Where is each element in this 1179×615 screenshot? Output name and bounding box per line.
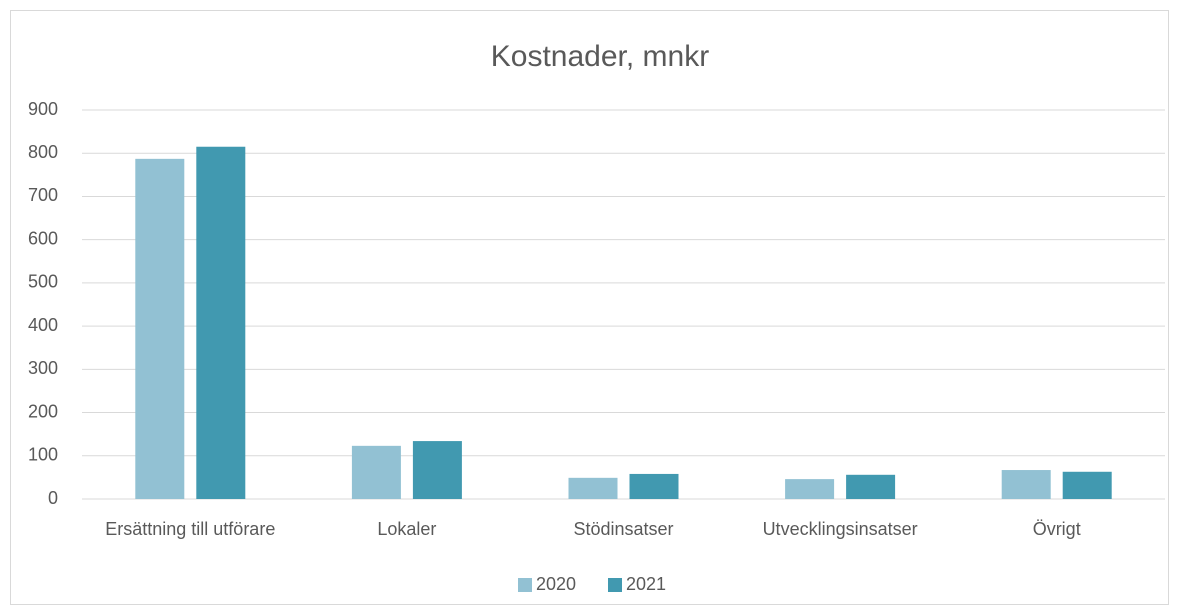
bar xyxy=(629,473,679,499)
legend-label: 2020 xyxy=(536,574,576,594)
legend-label: 2021 xyxy=(626,574,666,594)
bar xyxy=(351,445,401,499)
y-tick-label: 100 xyxy=(28,445,58,465)
bar xyxy=(785,479,835,499)
x-tick-label: Stödinsatser xyxy=(573,519,673,539)
y-tick-label: 0 xyxy=(48,488,58,508)
bar xyxy=(1062,471,1112,499)
bar xyxy=(412,441,462,499)
bar xyxy=(1001,470,1051,499)
bar xyxy=(846,474,896,499)
legend-swatch xyxy=(608,578,622,592)
legend-swatch xyxy=(518,578,532,592)
y-tick-label: 800 xyxy=(28,142,58,162)
y-tick-label: 400 xyxy=(28,315,58,335)
x-tick-label: Ersättning till utförare xyxy=(105,519,275,539)
bar xyxy=(196,146,246,499)
x-tick-label: Lokaler xyxy=(377,519,436,539)
bar xyxy=(135,158,185,499)
y-tick-label: 600 xyxy=(28,228,58,248)
bar xyxy=(568,477,618,499)
chart-title: Kostnader, mnkr xyxy=(491,40,709,73)
x-tick-label: Utvecklingsinsatser xyxy=(763,519,918,539)
y-tick-label: 900 xyxy=(28,99,58,119)
y-tick-label: 700 xyxy=(28,185,58,205)
y-tick-label: 200 xyxy=(28,401,58,421)
x-tick-label: Övrigt xyxy=(1033,519,1081,539)
y-tick-label: 500 xyxy=(28,272,58,292)
y-tick-label: 300 xyxy=(28,358,58,378)
